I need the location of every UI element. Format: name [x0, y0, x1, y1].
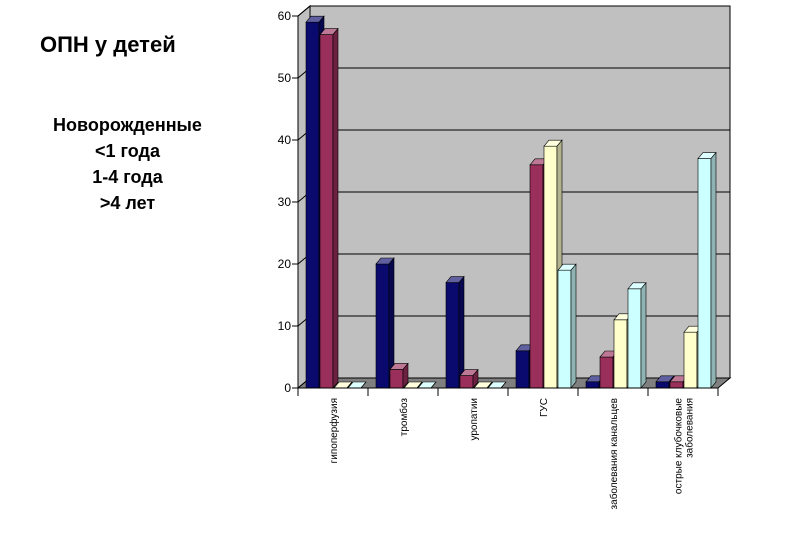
y-tick-label: 60 [278, 9, 292, 23]
bar-side [486, 381, 493, 389]
bar-side [416, 381, 423, 389]
bar [319, 34, 334, 389]
bar [529, 164, 544, 389]
bar-side [500, 381, 507, 389]
bar [515, 350, 530, 389]
legend-entry: >4 лет [99, 193, 156, 213]
bar-side [640, 281, 647, 389]
bar-side [402, 362, 409, 389]
bar [557, 269, 572, 389]
bar [389, 369, 404, 389]
bar [613, 319, 628, 389]
x-tick-label: тромбоз [398, 398, 410, 437]
x-tick-label: гипоперфузия [328, 398, 340, 463]
x-tick-label: уропатии [469, 398, 480, 441]
bar [669, 381, 684, 389]
bar [683, 331, 698, 389]
bar [543, 145, 558, 389]
bar [627, 288, 642, 389]
x-tick-label: заболевания [684, 398, 696, 458]
legend: Новорожденные <1 года 1-4 года >4 лет [40, 112, 215, 216]
x-tick-label: острые клубочковые [673, 398, 685, 494]
bar [459, 375, 474, 389]
legend-entry: <1 года [95, 141, 160, 161]
bar-side [430, 381, 437, 389]
y-tick-label: 50 [278, 71, 292, 85]
y-tick-label: 20 [278, 257, 292, 271]
legend-entry: 1-4 года [92, 167, 163, 187]
bar [445, 282, 460, 389]
x-tick-label: заболевания канальцев [608, 398, 620, 509]
y-tick-label: 30 [278, 195, 292, 209]
bar [599, 356, 614, 389]
y-tick-label: 0 [284, 381, 291, 395]
y-tick-label: 10 [278, 319, 292, 333]
bar [697, 158, 712, 389]
bar [585, 381, 600, 389]
bar-side [570, 263, 577, 389]
gridline-side [297, 5, 311, 17]
y-tick-label: 40 [278, 133, 292, 147]
bar-side [346, 381, 353, 389]
bar [305, 21, 320, 389]
bar-side [472, 368, 479, 389]
x-tick-label: ГУС [539, 398, 550, 417]
bar [655, 381, 670, 389]
bar [375, 263, 390, 389]
bar-side [710, 151, 717, 389]
chart-title: ОПН у детей [40, 32, 176, 57]
bar-side [332, 27, 339, 389]
legend-entry: Новорожденные [53, 115, 202, 135]
bar-side [360, 381, 367, 389]
